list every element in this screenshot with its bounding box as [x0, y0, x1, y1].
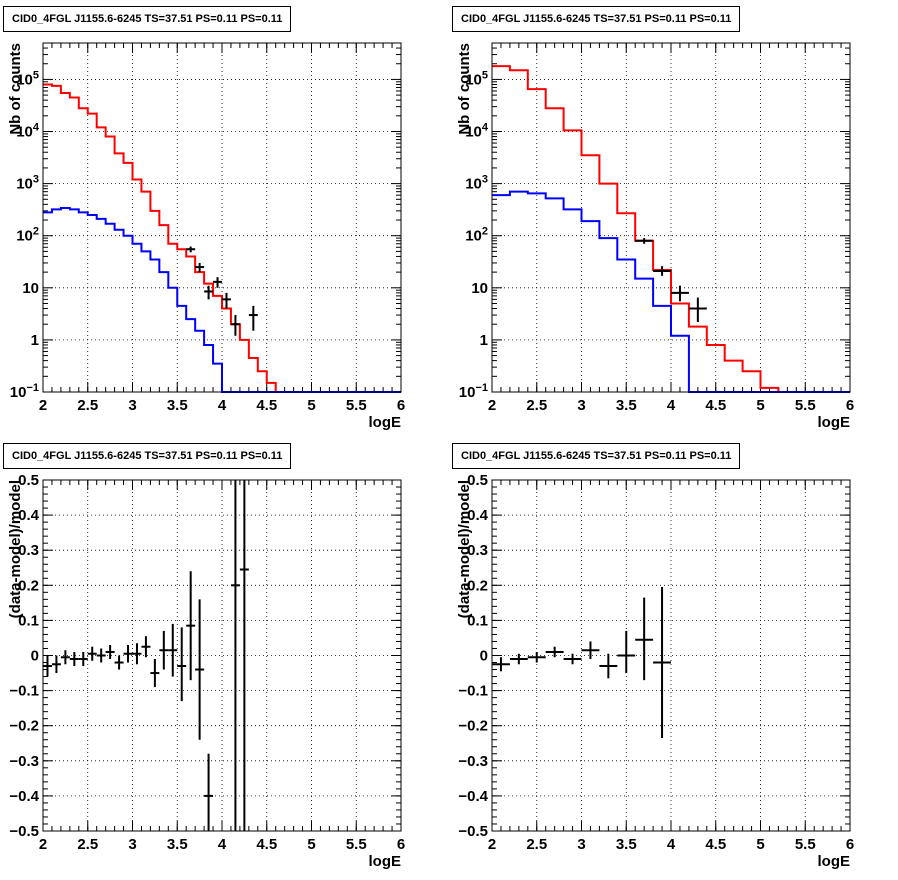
x-tick-label: 4 [218, 836, 227, 853]
x-tick-label: 5 [756, 397, 764, 414]
x-axis-title: logE [818, 853, 851, 870]
y-tick-label: 1 [31, 332, 39, 349]
x-tick-label: 2 [39, 397, 47, 414]
y-tick-label: −0.3 [458, 753, 488, 770]
x-tick-label: 2.5 [526, 836, 547, 853]
plot-frame [491, 479, 851, 832]
x-tick-label: 6 [846, 397, 854, 414]
panel-residuals-left: CID0_4FGL J1155.6-6245 TS=37.51 PS=0.11 … [0, 437, 449, 875]
residuals-plot-right: 2 2.5 3 3.5 4 4.5 5 5.5 6 −0.5 −0.4 −0.3 −0.2 −0.1 0 0.… [456, 472, 854, 870]
y-tick-label: 10−1 [459, 382, 488, 401]
plot-frame [491, 42, 851, 393]
y-tick-label: −0.4 [458, 788, 488, 805]
y-tick-label: 0.1 [467, 612, 488, 629]
x-axis-title: logE [369, 414, 402, 431]
y-tick-label: 0.3 [467, 542, 488, 559]
x-tick-label: 4.5 [705, 397, 726, 414]
x-tick-label: 2 [488, 397, 496, 414]
plot-title: CID0_4FGL J1155.6-6245 TS=37.51 PS=0.11 … [3, 6, 292, 32]
y-tick-label: 10 [22, 280, 39, 297]
x-tick-label: 3.5 [616, 836, 637, 853]
x-tick-label: 2.5 [77, 836, 98, 853]
x-tick-label: 5 [307, 836, 315, 853]
histogram-series-line [492, 65, 850, 393]
y-axis-title: Nb of counts [7, 43, 24, 135]
y-tick-label: 102 [465, 226, 488, 245]
y-tick-label: 102 [16, 226, 39, 245]
x-tick-label: 3.5 [616, 397, 637, 414]
counts-histogram-left: 2 2.5 3 3.5 4 4.5 5 5.5 6 10−1 1 10 102 103 104 105 logE… [7, 42, 405, 431]
y-tick-label: 0.5 [467, 472, 488, 489]
y-tick-label: −0.1 [458, 683, 488, 700]
histogram-series-line [43, 83, 401, 393]
x-tick-label: 5.5 [346, 836, 367, 853]
y-tick-label: −0.2 [9, 718, 39, 735]
x-tick-label: 4 [667, 836, 676, 853]
y-tick-label: 0.5 [18, 472, 39, 489]
y-tick-label: 104 [16, 122, 40, 141]
y-tick-label: 105 [16, 69, 39, 88]
x-tick-label: 6 [397, 397, 405, 414]
x-tick-label: 3.5 [167, 397, 188, 414]
x-tick-label: 5.5 [346, 397, 367, 414]
y-tick-label: 105 [465, 69, 488, 88]
y-tick-label: 0.3 [18, 542, 39, 559]
x-tick-label: 2.5 [77, 397, 98, 414]
x-axis-title: logE [818, 414, 851, 431]
panel-residuals-right: CID0_4FGL J1155.6-6245 TS=37.51 PS=0.11 … [449, 437, 898, 875]
y-axis-title: (data-model)/model [7, 480, 24, 618]
plot-frame [42, 42, 402, 393]
y-tick-label: −0.5 [9, 823, 39, 840]
y-tick-label: 104 [465, 122, 489, 141]
x-tick-label: 4.5 [256, 836, 277, 853]
residuals-plot-left: 2 2.5 3 3.5 4 4.5 5 5.5 6 −0.5 −0.4 −0.3 −0.2 −0.1 0 0.… [7, 472, 405, 870]
y-tick-label: 103 [16, 174, 39, 193]
x-tick-label: 5.5 [795, 397, 816, 414]
y-tick-label: −0.1 [9, 683, 39, 700]
y-tick-label: −0.3 [9, 753, 39, 770]
x-tick-label: 3 [577, 836, 585, 853]
x-tick-label: 5.5 [795, 836, 816, 853]
x-tick-label: 3 [128, 836, 136, 853]
y-tick-label: −0.4 [9, 788, 39, 805]
x-tick-label: 4.5 [705, 836, 726, 853]
panel-counts-left: CID0_4FGL J1155.6-6245 TS=37.51 PS=0.11 … [0, 0, 449, 437]
x-axis-title: logE [369, 853, 402, 870]
x-tick-label: 4.5 [256, 397, 277, 414]
y-axis-title: Nb of counts [456, 43, 473, 135]
y-tick-label: 1 [480, 332, 488, 349]
y-tick-label: 10−1 [10, 382, 39, 401]
panel-counts-right: CID0_4FGL J1155.6-6245 TS=37.51 PS=0.11 … [449, 0, 898, 437]
x-tick-label: 2 [39, 836, 47, 853]
y-tick-label: 10 [471, 280, 488, 297]
plot-frame [42, 479, 402, 832]
y-tick-label: 0.4 [18, 507, 40, 524]
x-tick-label: 6 [397, 836, 405, 853]
plot-title: CID0_4FGL J1155.6-6245 TS=37.51 PS=0.11 … [452, 6, 741, 32]
x-tick-label: 2 [488, 836, 496, 853]
x-tick-label: 2.5 [526, 397, 547, 414]
y-tick-label: 0 [480, 648, 488, 665]
x-tick-label: 5 [756, 836, 764, 853]
x-tick-label: 6 [846, 836, 854, 853]
x-tick-label: 3 [577, 397, 585, 414]
y-axis-title: (data-model)/model [456, 480, 473, 618]
x-tick-label: 4 [667, 397, 676, 414]
counts-histogram-right: 2 2.5 3 3.5 4 4.5 5 5.5 6 10−1 1 10 102 103 104 105 logE… [456, 42, 854, 431]
plot-title: CID0_4FGL J1155.6-6245 TS=37.51 PS=0.11 … [452, 443, 741, 469]
y-tick-label: 0.2 [18, 577, 39, 594]
y-tick-label: 0 [31, 648, 39, 665]
x-tick-label: 5 [307, 397, 315, 414]
y-tick-label: 0.1 [18, 612, 39, 629]
y-tick-label: 0.4 [467, 507, 489, 524]
y-tick-label: −0.2 [458, 718, 488, 735]
y-tick-label: 0.2 [467, 577, 488, 594]
x-tick-label: 3 [128, 397, 136, 414]
x-tick-label: 4 [218, 397, 227, 414]
y-tick-label: −0.5 [458, 823, 488, 840]
plot-title: CID0_4FGL J1155.6-6245 TS=37.51 PS=0.11 … [3, 443, 292, 469]
y-tick-label: 103 [465, 174, 488, 193]
x-tick-label: 3.5 [167, 836, 188, 853]
